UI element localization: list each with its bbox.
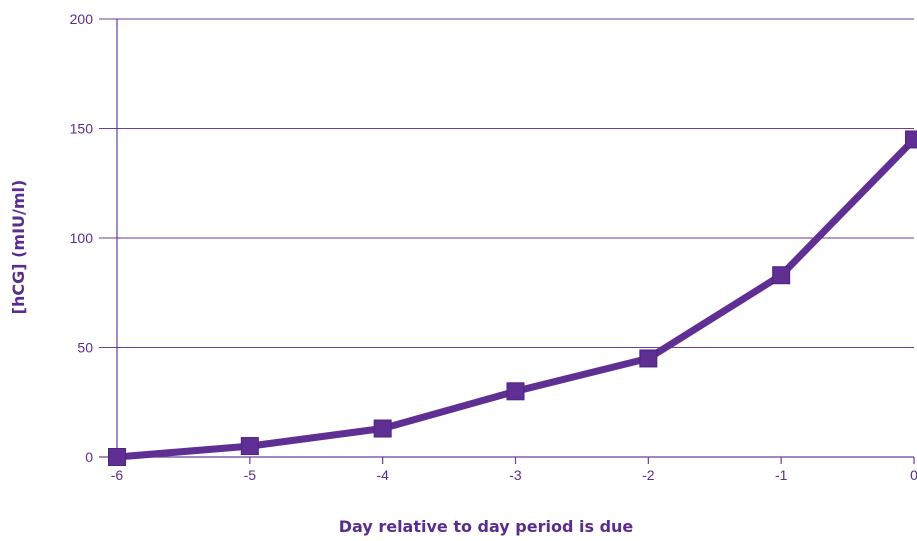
data-point-2 — [373, 419, 392, 438]
series-group — [108, 130, 917, 466]
x-tick-label-0: -6 — [111, 467, 124, 483]
gridlines — [99, 18, 914, 348]
y-axis-title: [hCG] (mIU/ml) — [9, 180, 28, 315]
y-tick-labels: 0 50 100 150 200 — [70, 11, 94, 465]
x-tick-labels: -6 -5 -4 -3 -2 -1 0 — [111, 467, 917, 483]
series-line-0 — [113, 135, 917, 461]
data-point-5 — [772, 266, 791, 285]
y-tick-label-50: 50 — [77, 340, 93, 356]
y-tick-label-200: 200 — [70, 11, 94, 27]
x-tick-label-1: -5 — [244, 467, 257, 483]
y-tick-label-0: 0 — [85, 449, 93, 465]
data-point-0 — [108, 448, 126, 466]
y-tick-label-100: 100 — [70, 230, 94, 246]
x-tick-label-5: -1 — [775, 467, 788, 483]
data-point-1 — [240, 437, 259, 456]
y-tick-label-150: 150 — [70, 121, 94, 137]
x-tick-label-2: -4 — [376, 467, 389, 483]
data-point-6 — [905, 130, 917, 149]
x-tick-label-4: -2 — [642, 467, 655, 483]
x-tick-label-6: 0 — [910, 467, 917, 483]
x-axis-title: Day relative to day period is due — [339, 517, 634, 536]
x-tick-label-3: -3 — [509, 467, 522, 483]
data-point-3 — [506, 382, 525, 401]
axes — [99, 19, 915, 464]
data-point-4 — [639, 349, 658, 368]
